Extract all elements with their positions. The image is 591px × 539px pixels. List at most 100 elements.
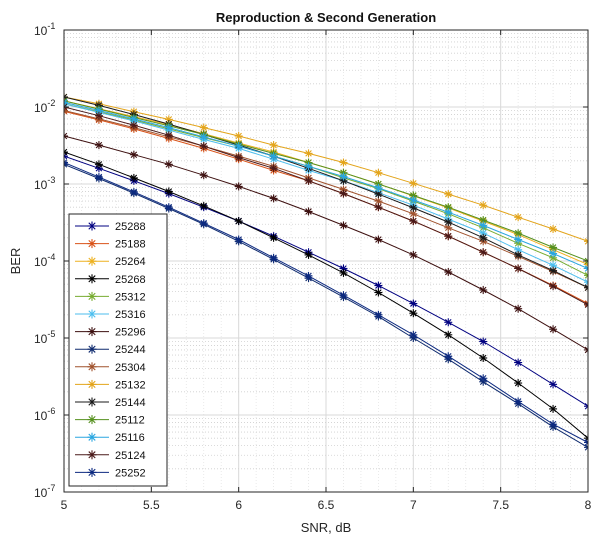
data-point <box>514 264 523 273</box>
data-point <box>304 250 313 259</box>
legend-box <box>68 213 168 487</box>
legend-label: 25116 <box>115 432 145 444</box>
x-tick-label: 6 <box>235 498 242 512</box>
data-point <box>584 345 588 354</box>
series-25124 <box>64 103 588 309</box>
data-point <box>549 404 558 413</box>
x-tick-label: 8 <box>585 498 591 512</box>
data-point <box>479 233 488 242</box>
data-point <box>549 249 558 258</box>
data-point <box>584 438 588 447</box>
data-point <box>584 402 588 411</box>
data-point <box>269 141 278 150</box>
legend-marker <box>87 344 97 354</box>
data-point <box>374 310 383 319</box>
series-line <box>64 106 588 306</box>
legend-label: 25312 <box>115 291 146 303</box>
series-line <box>64 96 588 242</box>
y-tick-label: 10-7 <box>34 483 55 500</box>
y-tick-label: 10-3 <box>34 175 55 192</box>
data-point <box>234 132 243 141</box>
legend-marker <box>87 362 97 372</box>
series-25296 <box>64 132 588 354</box>
data-point <box>409 250 418 259</box>
data-point <box>374 288 383 297</box>
legend-label: 25252 <box>115 467 146 479</box>
data-point <box>234 182 243 191</box>
data-point <box>444 330 453 339</box>
data-point <box>514 235 523 244</box>
data-point <box>479 201 488 210</box>
data-point <box>584 300 588 309</box>
data-point <box>269 164 278 173</box>
data-point <box>549 380 558 389</box>
data-point <box>269 152 278 161</box>
data-point <box>444 218 453 227</box>
x-tick-label: 7.5 <box>492 498 509 512</box>
data-point <box>374 183 383 192</box>
data-point <box>374 203 383 212</box>
data-point <box>304 207 313 216</box>
series-line <box>64 135 588 351</box>
legend-label: 25124 <box>115 450 146 462</box>
legend-marker <box>87 239 97 249</box>
series-line <box>64 96 588 289</box>
data-point <box>199 219 208 228</box>
data-point <box>584 278 588 287</box>
legend-marker <box>87 467 97 477</box>
data-point <box>549 266 558 275</box>
legend-label: 25316 <box>115 309 146 321</box>
data-point <box>514 250 523 259</box>
data-point <box>164 203 173 212</box>
legend-marker <box>87 450 97 460</box>
data-point <box>584 271 588 280</box>
data-point <box>479 221 488 230</box>
legend-label: 25244 <box>115 344 146 356</box>
legend-label: 25132 <box>115 379 146 391</box>
data-point <box>409 179 418 188</box>
data-point <box>164 160 173 169</box>
legend-entry: 25252 <box>75 467 146 479</box>
data-point <box>339 268 348 277</box>
legend-marker <box>87 309 97 319</box>
data-point <box>64 158 68 167</box>
legend-marker <box>87 415 97 425</box>
data-point <box>409 330 418 339</box>
data-point <box>514 379 523 388</box>
data-point <box>444 232 453 241</box>
data-point <box>129 187 138 196</box>
y-axis-title: BER <box>8 248 23 275</box>
legend-entry: 25124 <box>75 450 146 462</box>
legend-entry: 25116 <box>75 432 145 444</box>
data-point <box>199 123 208 132</box>
data-point <box>479 337 488 346</box>
x-axis-title: SNR, dB <box>301 520 352 535</box>
tick-labels: 5 5.5 6 6.5 7 7.5 8 10-7 10-6 10-5 10-4 10-3 10-2 10-… <box>34 21 591 512</box>
data-point <box>374 235 383 244</box>
data-point <box>94 173 103 182</box>
legend-entry: 25264 <box>75 256 146 268</box>
legend-entry: 25132 <box>75 379 146 391</box>
data-point <box>339 158 348 167</box>
data-point <box>234 142 243 151</box>
legend-entry: 25144 <box>75 397 146 409</box>
y-tick-label: 10-6 <box>34 406 55 423</box>
chart-title: Reproduction & Second Generation <box>216 10 436 25</box>
data-point <box>479 286 488 295</box>
legend-entry: 25312 <box>75 291 146 303</box>
data-point <box>409 299 418 308</box>
legend-marker <box>87 274 97 284</box>
y-tick-label: 10-2 <box>34 98 55 115</box>
series-line <box>64 101 588 269</box>
legend-marker <box>87 379 97 389</box>
series-line <box>64 151 588 439</box>
legend-entry: 25244 <box>75 344 146 356</box>
data-point <box>444 318 453 327</box>
legend-marker <box>87 432 97 442</box>
legend-label: 25304 <box>115 362 146 374</box>
data-point <box>339 291 348 300</box>
legend-entry: 25316 <box>75 309 146 321</box>
data-point <box>64 132 68 141</box>
data-point <box>479 374 488 383</box>
data-point <box>164 123 173 132</box>
